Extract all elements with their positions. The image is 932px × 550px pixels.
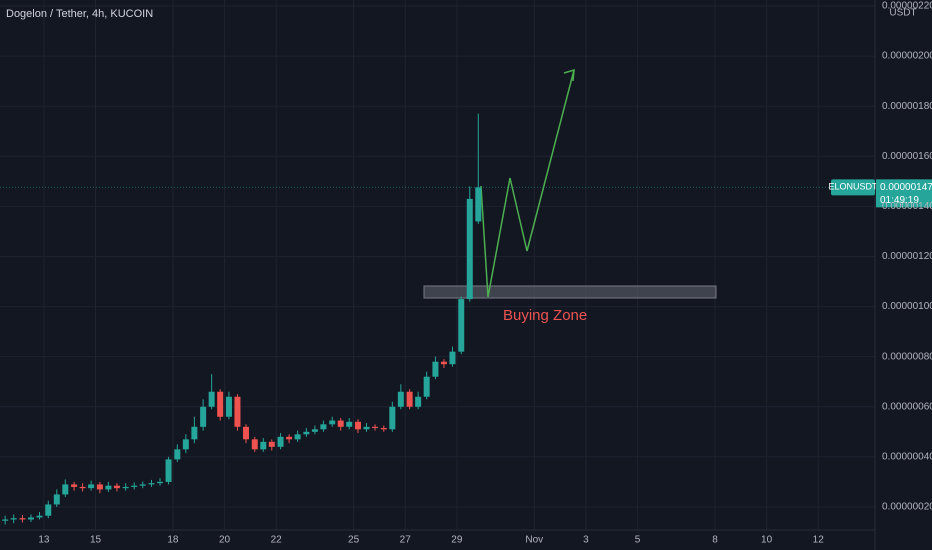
x-tick-label: 22 [271,535,283,546]
candle-body [329,420,336,425]
candle-body [113,485,120,489]
candle-body [45,504,52,516]
candle-body [217,391,224,417]
candle-body [432,361,439,377]
x-tick-label: 18 [167,535,179,546]
y-tick-label: 0.000002200 [882,1,932,12]
candle-body [225,396,232,417]
x-tick-label: 12 [813,535,825,546]
candle-body [148,483,155,485]
countdown: 01:49:19 [880,195,919,206]
candle-body [88,484,95,489]
candle-body [294,434,301,440]
currency-box [888,5,918,19]
candle-body [157,481,164,484]
y-tick-label: 0.000001200 [882,251,932,262]
x-tick-label: Nov [525,535,543,546]
candle-body [174,449,181,460]
candle-body [36,515,43,518]
y-tick-label: 0.000001800 [882,101,932,112]
candle-body [200,406,207,427]
y-tick-label: 0.000000400 [882,452,932,463]
grid [0,0,875,530]
candle-body [251,439,258,450]
candle-body [242,426,249,440]
candle-body [466,198,473,300]
x-tick-label: 29 [451,535,463,546]
candle-body [286,436,293,440]
candle-body [423,376,430,397]
y-tick-label: 0.000002000 [882,51,932,62]
candle-body [268,441,275,447]
candle-body [397,391,404,407]
x-tick-label: 10 [761,535,773,546]
candle-body [415,396,422,407]
candle-body [303,431,310,435]
symbol-label: ELONUSDT [828,182,878,192]
candle-body [139,484,146,486]
y-tick-label: 0.000001000 [882,301,932,312]
x-tick-label: 3 [583,535,589,546]
candle-body [62,484,69,495]
candle-body [53,494,60,505]
x-tick-label: 13 [38,535,50,546]
candle-body [260,441,267,450]
candle-body [191,426,198,440]
symbol-box [831,179,875,196]
candle-body [79,486,86,489]
currency: USDT [889,8,916,19]
candle-body [440,361,447,365]
candle-body [277,436,284,447]
projection-path [480,69,575,298]
candle-body [2,519,9,521]
y-tick-label: 0.000000600 [882,401,932,412]
candle-body [372,426,379,429]
annotation: Buying Zone [503,307,587,324]
last-price-box [876,179,932,208]
candle-body [458,299,465,352]
candle-body [182,439,189,450]
y-tick-label: 0.000001400 [882,201,932,212]
last-price-label: 0.000001476 [880,182,932,193]
candle-body [19,518,26,520]
candle-body [165,459,172,482]
x-tick-label: 5 [635,535,641,546]
y-tick-label: 0.000000200 [882,502,932,513]
x-tick-label: 15 [90,535,102,546]
candle-body [71,484,78,487]
candle-body [208,391,215,407]
candle-body [96,484,103,490]
candle-body [27,517,34,520]
candle-body [320,424,327,430]
buying-zone [423,285,717,299]
candles [2,113,482,525]
x-tick-label: 27 [400,535,412,546]
candle-body [355,421,362,430]
chart-title: Dogelon / Tether, 4h, KUCOIN [6,8,153,20]
candle-body [346,421,353,427]
arrow-head [563,68,575,82]
candle-body [389,406,396,430]
candle-body [363,426,370,430]
y-tick-label: 0.000000800 [882,351,932,362]
x-tick-label: 8 [712,535,718,546]
candle-body [406,391,413,407]
candle-body [122,486,129,489]
y-tick-label: 0.000001600 [882,151,932,162]
candle-body [380,428,387,430]
x-tick-label: 25 [348,535,360,546]
candle-body [475,187,482,222]
candle-body [131,485,138,487]
candle-body [311,429,318,432]
candle-body [105,485,112,490]
candle-body [234,396,241,427]
candle-body [449,351,456,365]
candle-body [10,518,17,520]
x-tick-label: 20 [219,535,231,546]
candle-body [337,420,344,427]
